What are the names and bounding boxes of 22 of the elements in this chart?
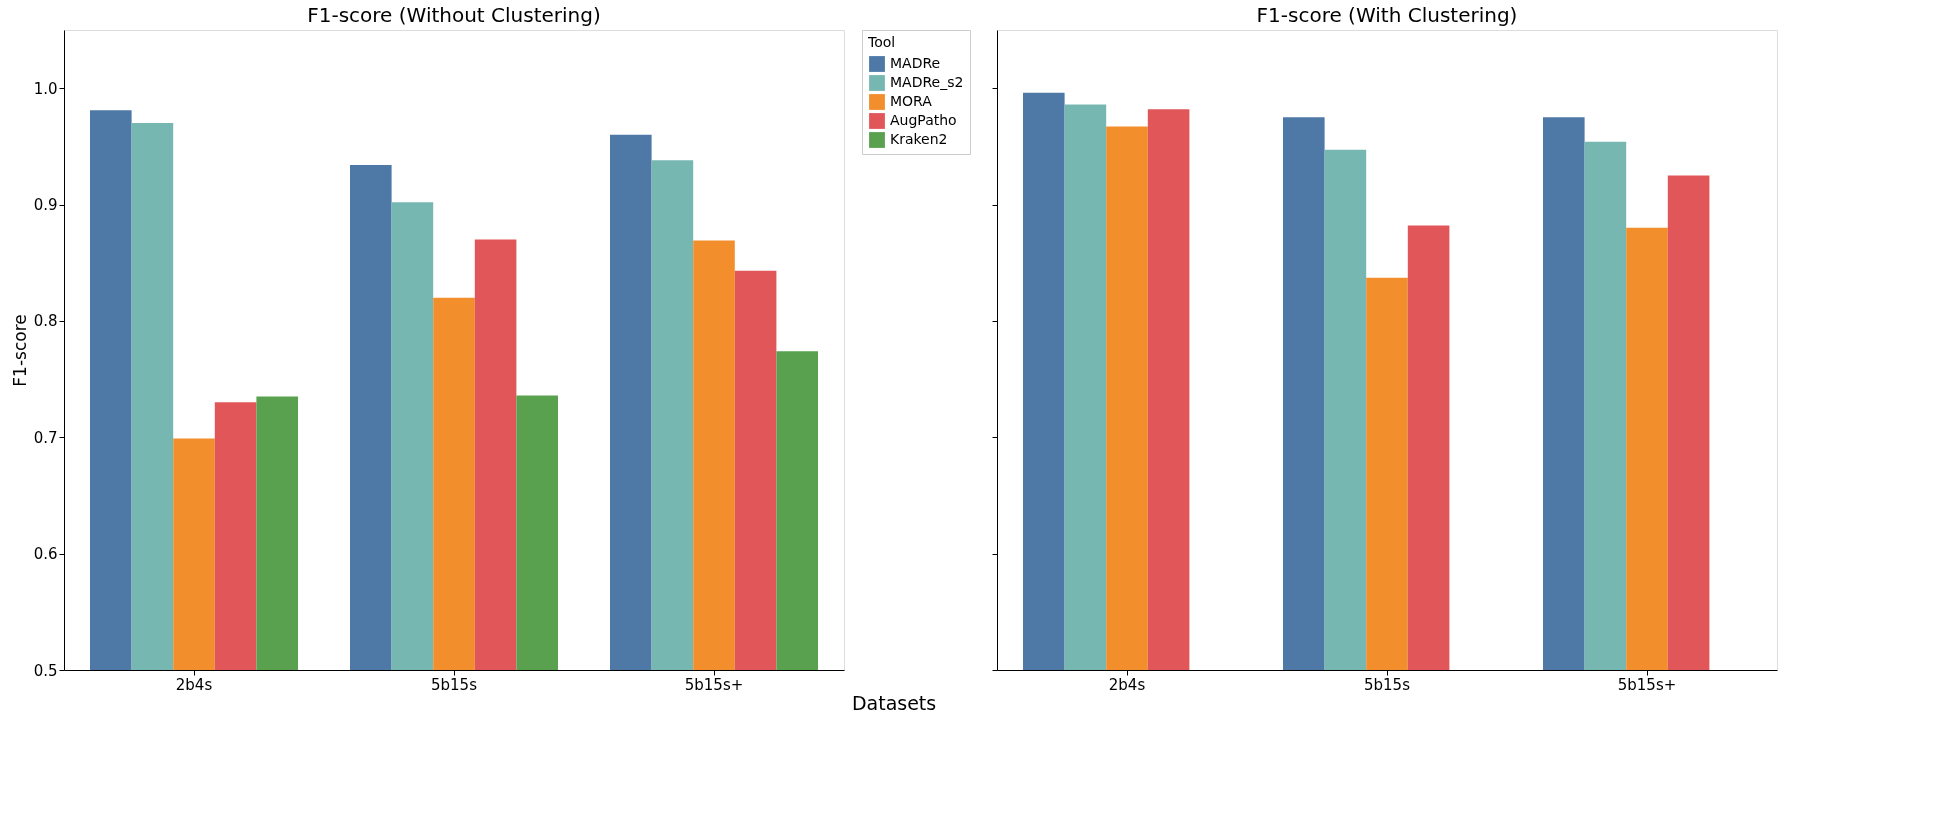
- chart-title: F1-score (Without Clustering): [307, 2, 601, 27]
- legend-title: Tool: [867, 34, 896, 50]
- x-tick-label: 5b15s+: [1617, 675, 1677, 694]
- y-tick-label: 1.0: [33, 79, 58, 98]
- x-tick-label: 2b4s: [175, 675, 213, 694]
- legend-label: AugPatho: [890, 112, 957, 128]
- y-axis-title: F1-score: [9, 314, 30, 387]
- y-tick-label: 0.5: [33, 661, 58, 680]
- x-axis-title: Datasets: [851, 691, 937, 714]
- x-tick-label: 2b4s: [1108, 675, 1146, 694]
- y-tick-label: 0.6: [33, 545, 58, 564]
- y-tick-label: 0.7: [33, 428, 58, 447]
- legend-label: MADRe: [890, 55, 941, 71]
- x-tick-label: 5b15s: [1364, 675, 1411, 694]
- legend-label: MADRe_s2: [890, 74, 964, 90]
- y-tick-label: 0.9: [33, 196, 58, 215]
- x-tick-label: 5b15s+: [684, 675, 744, 694]
- chart-title: F1-score (With Clustering): [1256, 3, 1518, 27]
- legend-label: Kraken2: [890, 131, 948, 147]
- y-tick-label: 0.8: [33, 312, 58, 331]
- x-tick-label: 5b15s: [431, 675, 478, 694]
- legend-label: MORA: [890, 93, 933, 109]
